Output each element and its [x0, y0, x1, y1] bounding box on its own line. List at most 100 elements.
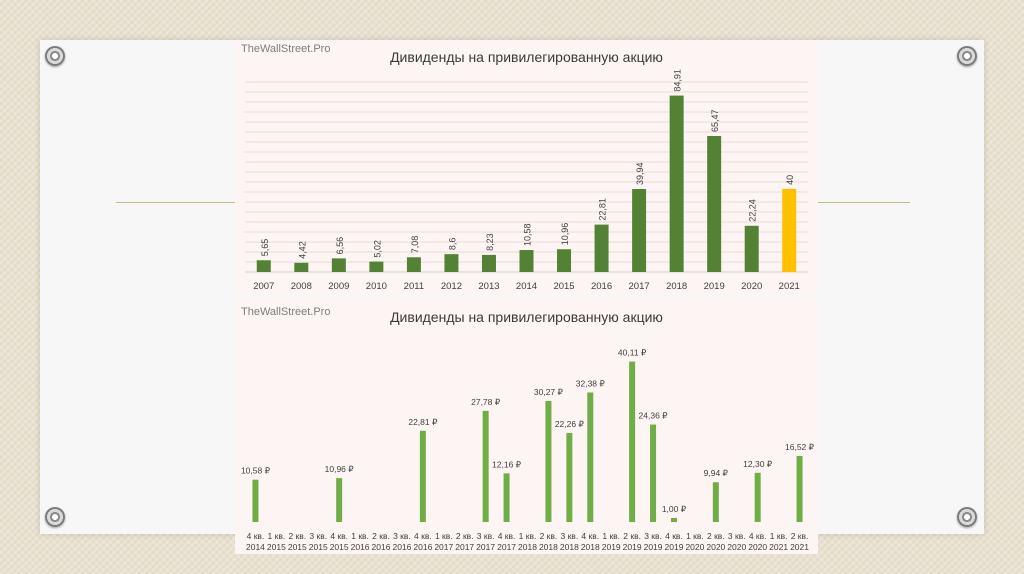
tick-label: 2019: [704, 281, 725, 292]
data-label: 10,58 ₽: [241, 466, 271, 476]
data-label: 1,00 ₽: [662, 504, 687, 514]
tick-label-quarter: 3 кв.: [728, 531, 746, 541]
tick-label-quarter: 3 кв.: [309, 531, 327, 541]
tick-label: 2020: [741, 281, 762, 292]
data-label: 22,26 ₽: [555, 419, 585, 429]
data-label: 12,30 ₽: [743, 459, 773, 469]
bar: [256, 260, 271, 272]
pin-icon: [45, 46, 65, 66]
tick-label-quarter: 1 кв.: [351, 531, 369, 541]
tick-label-year: 2018: [539, 542, 558, 552]
chart-title: Дивиденды на привилегированную акцию: [390, 49, 663, 65]
watermark: TheWallStreet.Pro: [241, 306, 331, 318]
tick-label-year: 2016: [413, 542, 432, 552]
tick-label: 2016: [591, 281, 612, 292]
bar: [336, 478, 343, 522]
tick-label-year: 2019: [665, 542, 684, 552]
tick-label: 2011: [404, 281, 424, 292]
tick-label-quarter: 4 кв.: [749, 531, 767, 541]
tick-label-quarter: 2 кв.: [707, 531, 725, 541]
data-label: 30,27 ₽: [534, 387, 564, 397]
tick-label-quarter: 2 кв.: [372, 531, 390, 541]
tick-label-quarter: 1 кв.: [602, 531, 620, 541]
data-label: 9,94 ₽: [704, 468, 729, 478]
data-label: 10,58: [523, 223, 533, 246]
tick-label-quarter: 1 кв.: [519, 531, 537, 541]
bar: [444, 254, 459, 272]
tick-label-year: 2016: [351, 542, 370, 552]
tick-label-quarter: 4 кв.: [247, 531, 265, 541]
watermark: TheWallStreet.Pro: [241, 43, 331, 55]
bar: [294, 262, 309, 272]
data-label: 65,47: [710, 109, 720, 132]
bar: [670, 518, 677, 522]
tick-label-year: 2016: [392, 542, 411, 552]
tick-label-year: 2020: [727, 542, 746, 552]
bar: [331, 258, 346, 272]
bar: [419, 430, 426, 522]
bar: [481, 254, 496, 272]
tick-label: 2010: [366, 281, 387, 292]
tick-label: 2015: [553, 281, 574, 292]
bar: [545, 400, 552, 522]
bar: [519, 250, 534, 272]
data-label: 39,94: [635, 162, 645, 185]
tick-label: 2013: [478, 281, 499, 292]
data-label: 5,02: [372, 240, 382, 258]
bar: [587, 392, 594, 522]
bar: [594, 224, 609, 272]
tick-label-year: 2020: [706, 542, 725, 552]
data-label: 40: [785, 175, 795, 185]
tick-label-quarter: 1 кв.: [686, 531, 704, 541]
data-label: 40,11 ₽: [618, 348, 647, 358]
tick-label-quarter: 2 кв.: [623, 531, 641, 541]
bar: [782, 188, 797, 272]
tick-label: 2018: [666, 281, 687, 292]
tick-label: 2014: [516, 281, 537, 292]
tick-label-year: 2018: [560, 542, 579, 552]
tick-label-quarter: 3 кв.: [644, 531, 662, 541]
data-label: 16,52 ₽: [785, 442, 815, 452]
chart-annual-plot: 5,65 2007 4,42 2008 6,56 2009 5,02 2010 7,08 2011…: [245, 69, 808, 292]
bar: [744, 225, 759, 272]
tick-label-year: 2019: [644, 542, 663, 552]
tick-label-quarter: 1 кв.: [435, 531, 453, 541]
tick-label-year: 2021: [769, 542, 788, 552]
tick-label: 2007: [253, 281, 274, 292]
tick-label-quarter: 1 кв.: [268, 531, 286, 541]
bar: [503, 473, 510, 522]
data-label: 32,38 ₽: [576, 378, 606, 388]
tick-label-year: 2015: [309, 542, 328, 552]
data-label: 7,08: [410, 236, 420, 254]
bar: [632, 189, 647, 272]
bar: [406, 257, 421, 272]
bar: [482, 410, 489, 522]
tick-label-year: 2021: [790, 542, 809, 552]
tick-label-year: 2019: [602, 542, 621, 552]
data-label: 5,65: [260, 239, 270, 257]
data-label: 10,96: [560, 223, 570, 246]
bar: [754, 472, 761, 522]
chart-title: Дивиденды на привилегированную акцию: [390, 309, 663, 325]
data-label: 84,91: [673, 69, 683, 92]
data-label: 22,81 ₽: [408, 417, 438, 427]
data-label: 22,24: [748, 199, 758, 222]
decor-line-right: [818, 202, 910, 203]
tick-label-quarter: 1 кв.: [770, 531, 788, 541]
tick-label-year: 2016: [372, 542, 391, 552]
tick-label: 2017: [629, 281, 650, 292]
bar: [629, 361, 636, 522]
bar: [650, 424, 657, 522]
tick-label-year: 2018: [581, 542, 600, 552]
tick-label-quarter: 4 кв.: [581, 531, 599, 541]
tick-label-year: 2015: [267, 542, 286, 552]
tick-label-year: 2018: [518, 542, 537, 552]
data-label: 22,81: [598, 198, 608, 221]
data-label: 8,23: [485, 233, 495, 251]
tick-label-quarter: 3 кв.: [561, 531, 579, 541]
data-label: 24,36 ₽: [639, 411, 669, 421]
tick-label: 2009: [328, 281, 349, 292]
tick-label: 2021: [779, 281, 800, 292]
tick-label-quarter: 2 кв.: [288, 531, 306, 541]
